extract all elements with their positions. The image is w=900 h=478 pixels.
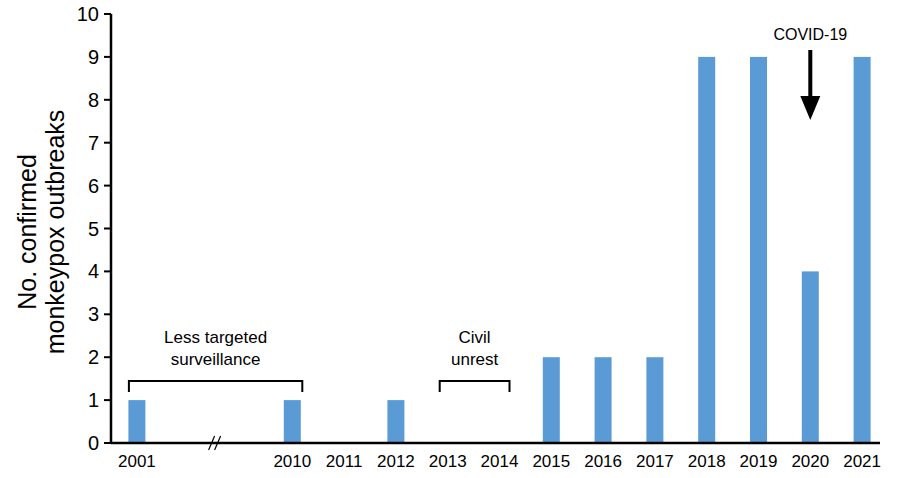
bracket bbox=[129, 381, 302, 392]
bar bbox=[387, 400, 404, 443]
bracket bbox=[440, 381, 510, 392]
x-tick-label: 2010 bbox=[273, 452, 311, 471]
y-tick-label: 10 bbox=[77, 3, 99, 25]
x-tick-label: 2014 bbox=[481, 452, 519, 471]
bar bbox=[802, 271, 819, 443]
bar bbox=[750, 57, 767, 443]
annotation: Civil unrest bbox=[451, 328, 499, 369]
y-tick bbox=[104, 270, 111, 272]
bar bbox=[284, 400, 301, 443]
y-tick-label: 4 bbox=[88, 260, 99, 282]
x-tick-label: 2012 bbox=[377, 452, 415, 471]
bar bbox=[698, 57, 715, 443]
x-tick-label: 2019 bbox=[740, 452, 778, 471]
y-tick-label: 7 bbox=[88, 132, 99, 154]
text-line: surveillance bbox=[171, 350, 261, 369]
y-tick bbox=[104, 356, 111, 358]
text-line: Less targeted bbox=[164, 328, 267, 347]
y-tick bbox=[104, 185, 111, 187]
bar bbox=[128, 400, 145, 443]
bar bbox=[543, 357, 560, 443]
y-tick bbox=[104, 399, 111, 401]
arrow-head bbox=[800, 96, 820, 120]
y-tick bbox=[104, 442, 111, 444]
x-tick-label: 2011 bbox=[326, 452, 363, 471]
y-tick bbox=[104, 142, 111, 144]
bar bbox=[595, 357, 612, 443]
y-tick-label: 3 bbox=[88, 303, 99, 325]
text-line: No. confirmed bbox=[13, 154, 41, 310]
y-tick-label: 9 bbox=[88, 46, 99, 68]
y-axis-label: No. confirmedmonkeypox outbreaks bbox=[13, 110, 69, 355]
chart: 0 1 2 3 4 5 6 7 8 9 10 2001 2010 2011 2012 2013 2014 2015… bbox=[0, 0, 900, 478]
x-tick-label: 2013 bbox=[429, 452, 467, 471]
y-tick bbox=[104, 13, 111, 15]
x-tick-label: 2015 bbox=[532, 452, 570, 471]
text-line: unrest bbox=[451, 350, 499, 369]
x-tick-label: 2001 bbox=[118, 452, 156, 471]
y-tick-label: 6 bbox=[88, 175, 99, 197]
y-tick-label: 8 bbox=[88, 89, 99, 111]
y-tick-label: 2 bbox=[88, 346, 99, 368]
bar bbox=[646, 357, 663, 443]
bars bbox=[128, 57, 870, 443]
x-axis bbox=[111, 442, 880, 445]
y-tick bbox=[104, 99, 111, 101]
y-tick-label: 1 bbox=[88, 389, 99, 411]
y-tick bbox=[104, 228, 111, 230]
bar bbox=[854, 57, 871, 443]
annotation: Less targeted surveillance bbox=[164, 328, 267, 369]
axis-break bbox=[209, 436, 215, 450]
arrow-shaft bbox=[808, 50, 812, 100]
x-tick-label: 2016 bbox=[584, 452, 622, 471]
text-line: monkeypox outbreaks bbox=[41, 110, 69, 355]
y-tick bbox=[104, 313, 111, 315]
annotation: COVID-19 bbox=[773, 26, 847, 43]
x-tick-label: 2018 bbox=[688, 452, 726, 471]
x-tick-label: 2021 bbox=[843, 452, 881, 471]
x-tick-label: 2020 bbox=[791, 452, 829, 471]
y-tick-label: 5 bbox=[88, 218, 99, 240]
x-tick-label: 2017 bbox=[636, 452, 674, 471]
text-line: Civil bbox=[459, 328, 491, 347]
y-tick-label: 0 bbox=[88, 432, 99, 454]
axis-break bbox=[215, 436, 221, 450]
y-tick bbox=[104, 56, 111, 58]
